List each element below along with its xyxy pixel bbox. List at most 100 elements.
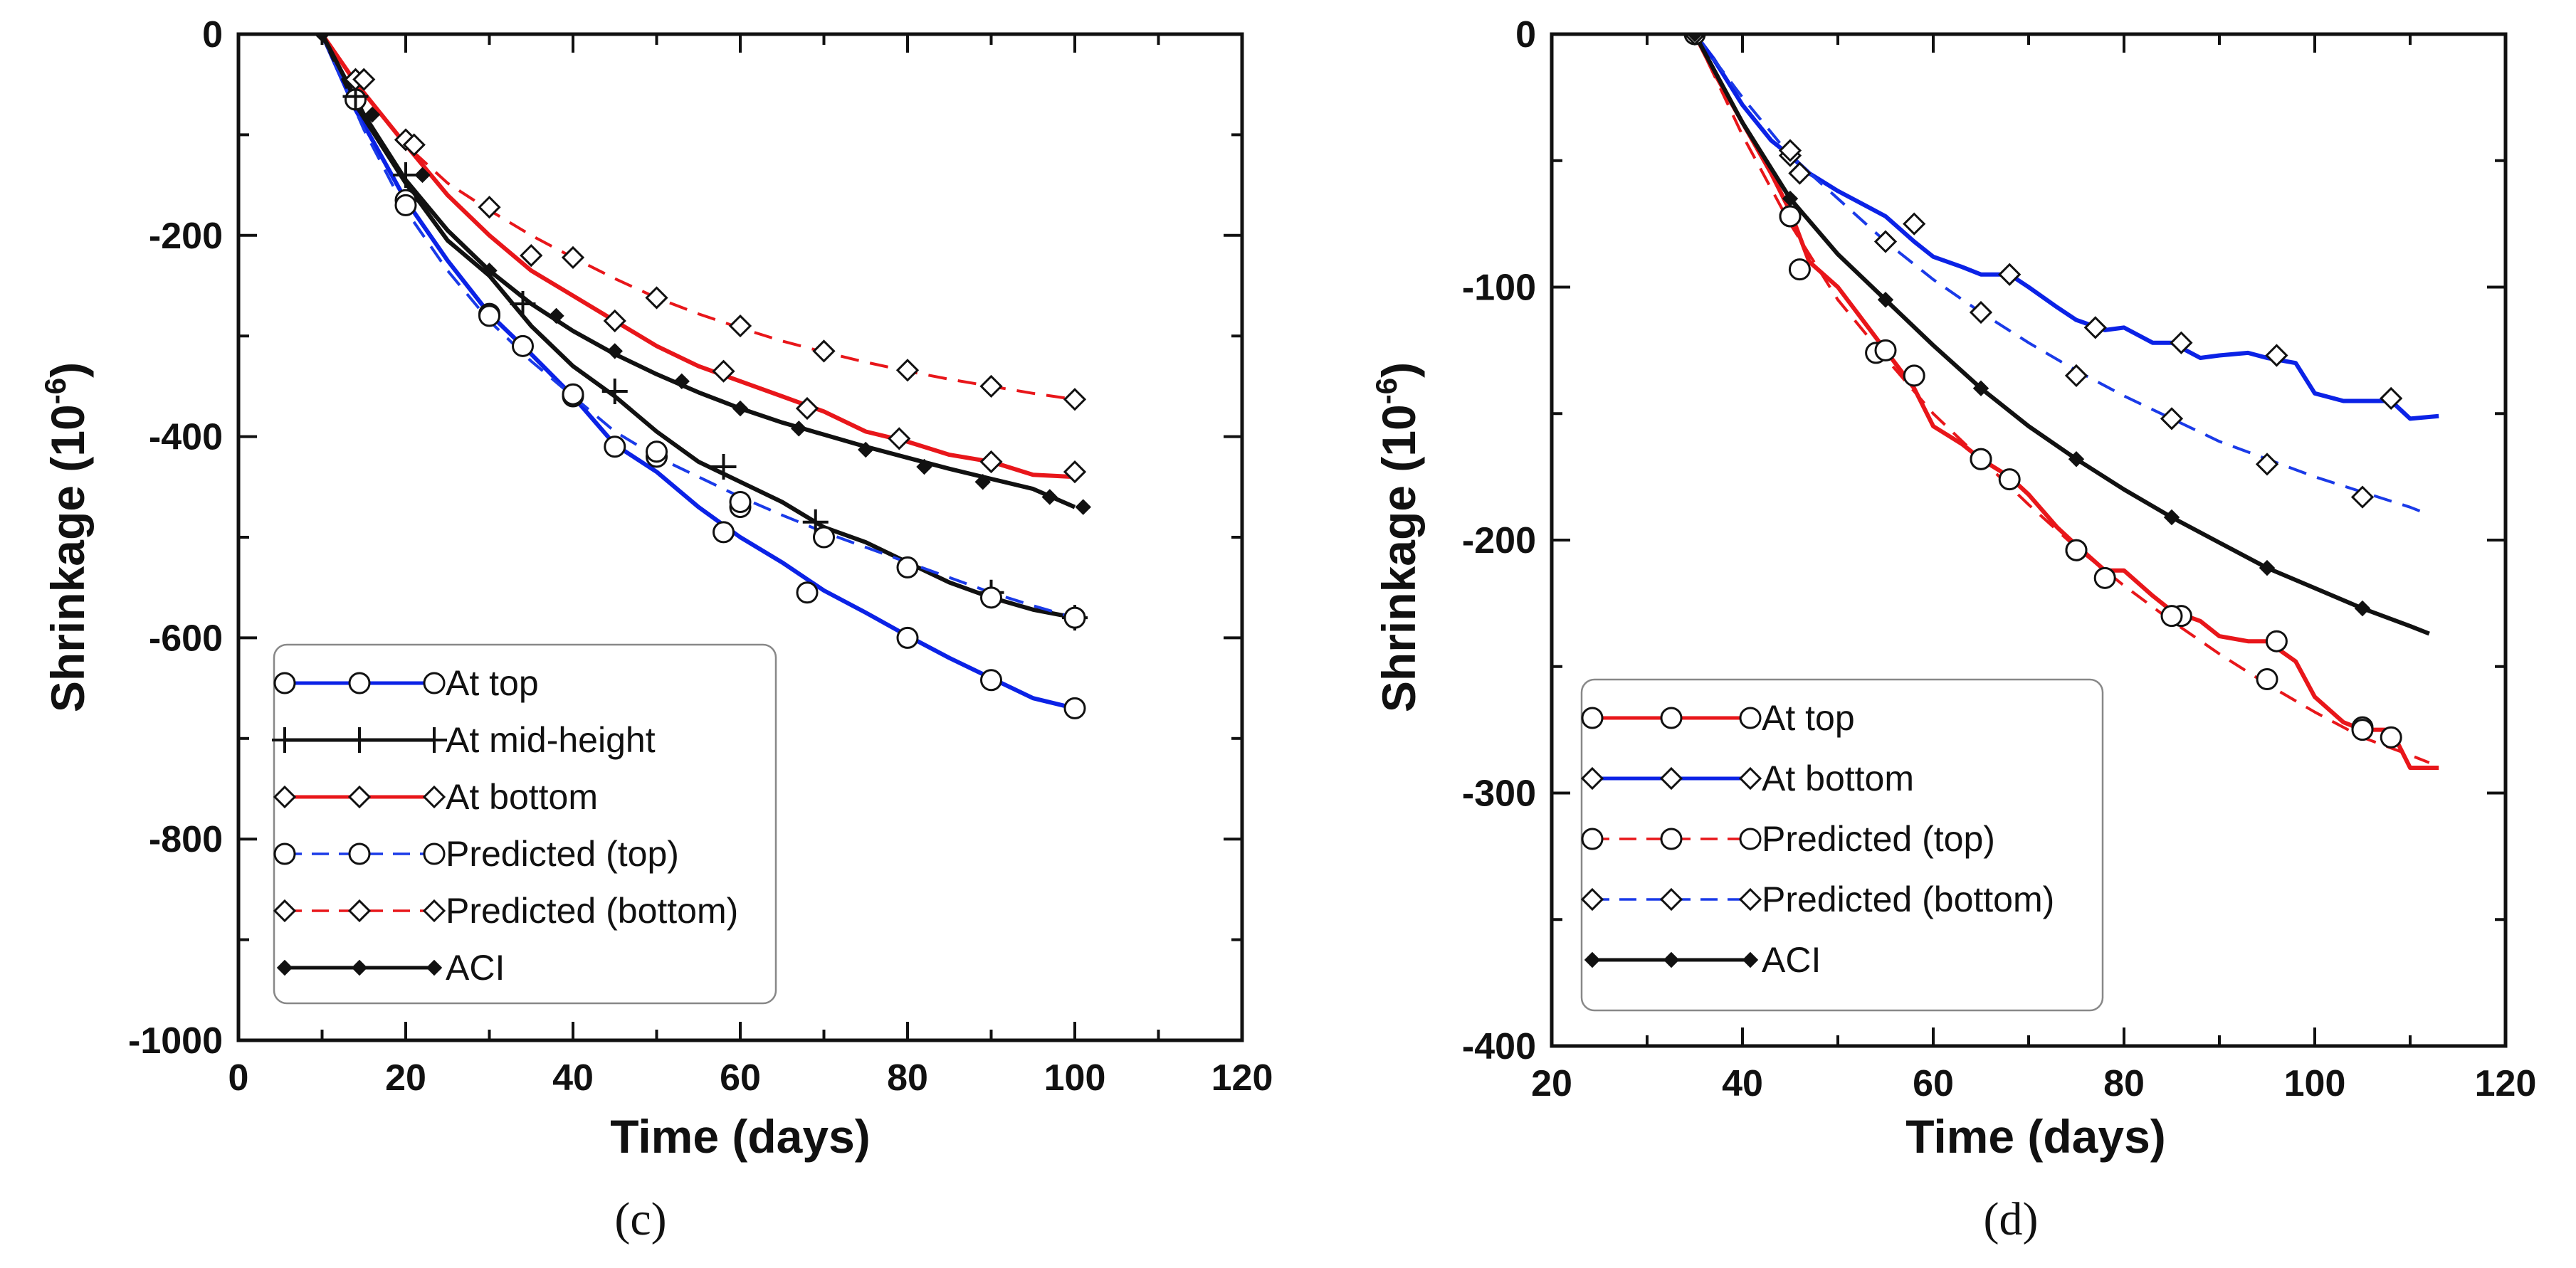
legend-marker-at-top [1581,707,1604,729]
series-marker-at-mid-height [710,454,737,480]
series-group [314,34,1091,719]
x-tick-label: 100 [2284,1063,2346,1104]
series-marker-predicted-bottom [1873,230,1898,253]
legend-marker-at-bottom [1738,766,1762,791]
series-marker-predicted-top [2351,719,2374,741]
y-axis-label: Shrinkage (10-6) [38,362,94,712]
legend-marker-aci [1742,951,1759,968]
series-marker-at-top [796,581,819,604]
x-tick-label: 0 [228,1057,249,1099]
chart-panel-d: 20 40 60 80 100 120 0 -100 -200 -300 -400 Time (day… [1370,14,2536,1245]
legend-marker-predicted-top [1739,828,1762,850]
series-marker-predicted-bottom [478,196,501,219]
series-marker-predicted-top [896,556,919,578]
series-marker-aci [673,373,690,390]
series-marker-at-top [2265,630,2288,653]
legend-marker-aci [276,959,293,976]
chart-panel-c: 0 20 40 60 80 100 120 0 -200 -400 -600 -800 -1000 Tim… [38,14,1273,1245]
series-group [1683,34,2439,770]
series-marker-at-top [713,521,735,544]
y-axis-label-text: Shrinkage (10 [1372,404,1425,712]
series-marker-at-top [604,435,626,458]
x-tick-label: 120 [2475,1063,2537,1104]
y-tick-label: -800 [149,819,223,860]
series-marker-aci [364,106,381,123]
legend-marker-predicted-top [273,842,296,865]
y-tick-label: -400 [149,417,223,458]
legend-label-predicted-bottom: Predicted (bottom) [446,891,738,931]
series-marker-aci [916,458,932,475]
series-marker-predicted-bottom [2064,364,2088,388]
series-marker-at-top [2380,726,2402,749]
series-marker-at-top [896,626,919,649]
series-marker-predicted-top [562,383,584,406]
legend-label-aci: ACI [446,948,505,988]
series-marker-at-mid-height [601,378,628,404]
y-tick-label: 0 [202,14,223,56]
legend-marker-at-bottom [1580,766,1604,791]
series-marker-predicted-top [813,526,835,549]
legend-marker-aci [351,959,368,976]
series-marker-at-bottom [712,359,735,383]
series-marker-predicted-top [2256,668,2278,691]
series-marker-at-top [512,334,534,357]
series-marker-predicted-top [1779,205,1802,228]
series-marker-predicted-top [478,305,500,327]
series-marker-predicted-bottom [1063,388,1087,411]
legend-marker-at-top [1739,707,1762,729]
series-marker-predicted-top [2065,539,2088,561]
series-marker-aci [1877,292,1894,308]
y-tick-label: -600 [149,618,223,659]
legend-marker-at-top [1660,707,1683,729]
series-marker-aci [2354,600,2371,617]
series-line-predicted-top [320,34,1076,620]
legend-label-aci: ACI [1762,940,1821,980]
legend-marker-predicted-top [1581,828,1604,850]
series-marker-predicted-bottom [402,133,426,157]
x-tick-label: 20 [1531,1063,1572,1104]
legend-marker-at-mid-height [347,727,372,753]
legend-marker-predicted-top [1660,828,1683,850]
x-tick-label: 60 [720,1057,761,1099]
series-marker-at-bottom [520,243,543,268]
series-marker-predicted-top [1063,606,1086,629]
y-tick-label: -200 [149,216,223,257]
legend-label-at-bottom: At bottom [1762,759,1914,798]
legend-marker-predicted-top [348,842,371,865]
series-marker-aci [732,400,749,417]
x-tick-label: 80 [2103,1063,2145,1104]
legend-marker-predicted-bottom [422,899,446,923]
series-marker-predicted-bottom [645,286,668,310]
series-marker-aci [791,421,807,437]
series-marker-aci [974,474,991,490]
series-line-at-mid-height [320,34,1076,620]
series-marker-predicted-bottom [728,314,752,338]
series-marker-aci [2259,559,2276,576]
series-marker-predicted-top [646,440,668,463]
x-tick-label: 20 [385,1057,426,1099]
series-line-at-top [1693,34,2439,770]
legend-box [1580,678,2104,1012]
x-tick-label: 60 [1913,1063,1954,1104]
x-axis-label: Time (days) [610,1110,871,1163]
series-marker-aci [548,307,564,324]
series-marker-predicted-bottom [2160,407,2184,430]
legend-marker-at-mid-height [272,727,298,753]
legend-marker-aci [1584,951,1601,968]
legend: At top At mid-height At bottom Predicted (t… [272,643,777,1005]
legend-marker-predicted-bottom [347,899,372,923]
x-tick-label: 120 [1211,1057,1273,1099]
legend-marker-aci [1663,951,1680,968]
legend-marker-at-top [348,672,371,694]
series-line-aci [320,34,1076,509]
series-marker-predicted-bottom [352,68,376,91]
series-marker-aci [2163,509,2180,526]
legend-marker-predicted-top [423,842,446,865]
series-marker-at-top [1063,697,1086,719]
series-marker-at-bottom [979,450,1003,474]
series-marker-at-bottom [795,396,819,421]
legend-marker-predicted-bottom [1659,887,1683,912]
series-marker-predicted-top [1970,448,1992,470]
series-marker-aci [606,343,623,359]
